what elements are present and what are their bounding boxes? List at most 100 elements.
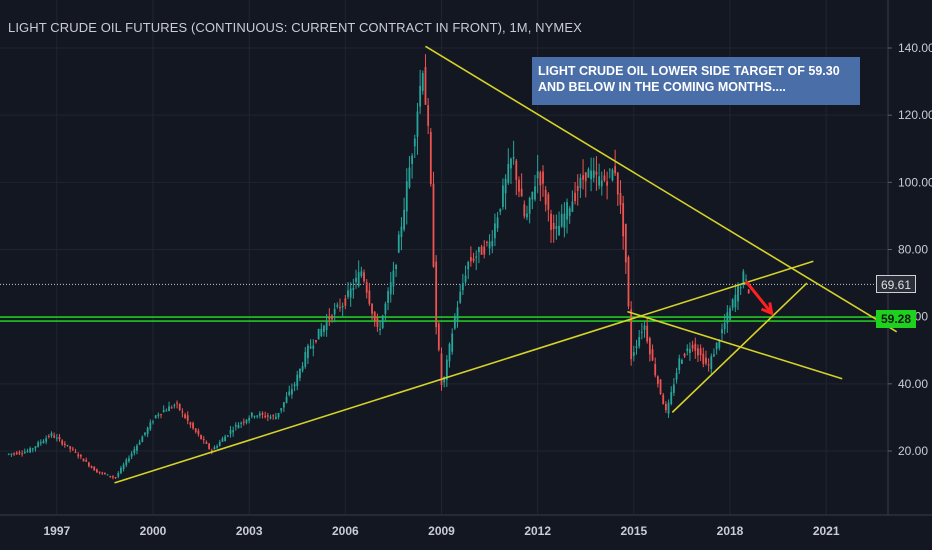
candle-body	[742, 271, 745, 286]
candle-body	[437, 323, 440, 350]
x-tick-label: 2012	[524, 524, 551, 538]
chart-title: LIGHT CRUDE OIL FUTURES (CONTINUOUS: CUR…	[8, 20, 582, 35]
y-tick-label: 120.00	[898, 108, 932, 122]
candle-body	[208, 443, 210, 449]
candle-body	[574, 192, 576, 202]
candle-body	[582, 175, 584, 180]
candle-body	[608, 169, 611, 171]
candle-body	[74, 451, 77, 453]
candle-body	[317, 328, 320, 340]
price-marker-lines	[0, 283, 888, 322]
candle-body	[168, 406, 170, 412]
candle-body	[656, 376, 659, 384]
candle-body	[689, 349, 691, 353]
candle-body	[507, 163, 510, 183]
x-tick-label: 2009	[428, 524, 455, 538]
candle-body	[29, 448, 32, 453]
candle-body	[702, 353, 705, 364]
candle-body	[242, 421, 245, 423]
y-tick-label: 80.00	[898, 243, 928, 257]
candle-body	[448, 343, 451, 362]
candle-body	[456, 307, 459, 321]
candle-body	[555, 226, 558, 229]
candle-body	[737, 285, 739, 302]
candle-body	[229, 430, 232, 434]
candle-body	[186, 415, 189, 421]
candle-body	[117, 473, 120, 477]
candle-body	[202, 439, 205, 441]
candle-body	[210, 449, 213, 451]
candle-body	[299, 368, 301, 378]
candle-body	[624, 223, 627, 263]
candle-body	[301, 365, 304, 371]
candle-body	[571, 201, 574, 212]
candle-body	[413, 138, 416, 147]
candle-body	[90, 466, 93, 468]
candle-body	[309, 346, 312, 349]
candle-body	[373, 311, 376, 321]
candle-body	[707, 364, 710, 366]
candle-body	[339, 306, 341, 309]
candle-body	[31, 448, 34, 450]
candle-body	[234, 424, 237, 427]
candle-body	[552, 222, 555, 230]
candle-body	[643, 325, 646, 330]
candle-body	[37, 442, 40, 447]
candle-body	[349, 288, 352, 298]
candle-body	[592, 170, 595, 178]
candle-body	[218, 441, 221, 446]
candle-body	[488, 241, 491, 249]
candle-body	[144, 432, 146, 435]
candle-body	[154, 415, 157, 418]
candle-body	[85, 460, 88, 462]
candle-body	[432, 183, 435, 267]
x-tick-label: 2000	[140, 524, 167, 538]
candle-body	[184, 414, 186, 419]
candle-body	[381, 315, 384, 328]
candle-body	[10, 453, 13, 455]
candle-body	[504, 178, 507, 194]
candle-body	[58, 436, 61, 440]
candle-body	[424, 67, 427, 105]
candle-body	[368, 290, 371, 304]
x-tick-label: 2006	[332, 524, 359, 538]
candle-body	[616, 172, 619, 195]
candle-body	[77, 454, 80, 457]
candle-body	[600, 180, 603, 187]
candle-body	[253, 416, 256, 418]
candle-body	[587, 169, 590, 178]
candle-body	[21, 453, 24, 455]
candle-body	[483, 246, 486, 255]
trendline	[114, 260, 814, 484]
candle-body	[293, 384, 296, 387]
candle-body	[678, 358, 681, 371]
candle-body	[258, 413, 261, 416]
candlestick-series	[7, 54, 750, 480]
trendlines	[114, 45, 898, 484]
candle-body	[371, 304, 373, 314]
candle-body	[550, 213, 552, 230]
candle-body	[494, 223, 496, 239]
candle-body	[387, 291, 389, 303]
candle-body	[266, 415, 269, 417]
candle-body	[130, 453, 133, 457]
candle-body	[79, 454, 82, 457]
candle-body	[469, 256, 472, 262]
candle-body	[528, 197, 531, 214]
candle-body	[248, 417, 251, 421]
candle-body	[627, 257, 630, 307]
candle-body	[363, 272, 365, 282]
candle-body	[26, 450, 29, 452]
candle-body	[611, 170, 614, 181]
candle-body	[427, 105, 430, 126]
candle-body	[705, 357, 707, 364]
x-tick-label: 2021	[813, 524, 840, 538]
candle-body	[240, 422, 243, 424]
candle-body	[566, 202, 568, 220]
candle-body	[66, 444, 69, 446]
candle-body	[261, 413, 264, 415]
candle-body	[69, 446, 72, 449]
candle-body	[646, 325, 649, 342]
candle-body	[721, 329, 723, 334]
candle-body	[710, 356, 713, 369]
